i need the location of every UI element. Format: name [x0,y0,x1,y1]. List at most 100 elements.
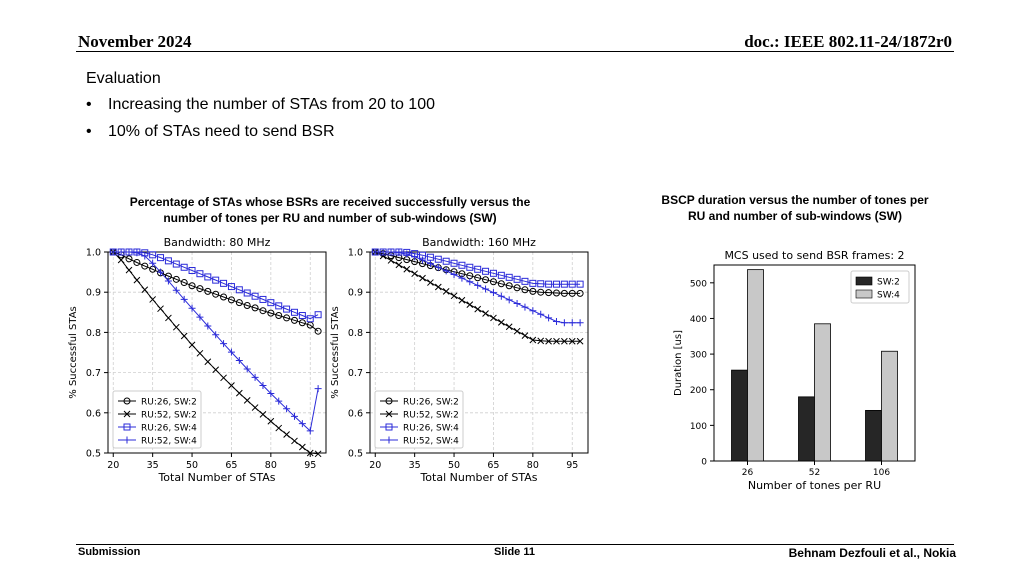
bar [881,350,898,462]
data-point [521,277,529,285]
data-point [180,332,188,340]
data-point [306,315,314,323]
y-tick-label: 500 [690,279,707,289]
legend-label: RU:52, SW:2 [141,411,197,421]
header-date: November 2024 [78,32,192,51]
data-point [505,273,513,281]
data-point [442,257,450,265]
x-tick-label: 52 [809,468,820,478]
legend-label: SW:4 [877,291,900,301]
data-point [196,270,204,278]
data-point [180,279,188,287]
data-point [291,437,298,445]
legend-marker [123,423,131,431]
y-tick-label: 1.0 [86,248,101,259]
data-point [259,411,267,418]
y-tick-label: 0.5 [86,449,101,460]
x-tick-label: 50 [186,460,198,471]
x-tick-label: 65 [487,460,499,471]
bar [814,323,831,462]
data-point [125,255,133,263]
data-point [403,250,411,258]
data-point [505,296,513,304]
data-point [220,279,228,287]
data-point [497,271,505,279]
data-point [568,280,576,288]
data-point [306,449,314,457]
chart-title: Bandwidth: 160 MHz [422,236,536,249]
data-point [489,278,497,286]
data-point [275,424,283,432]
x-axis-label: Number of tones per RU [748,479,881,492]
data-point [298,312,306,320]
data-point [157,268,165,276]
y-axis-label: % Successful STAs [330,306,341,398]
y-tick-label: 0.9 [348,288,363,299]
data-point [235,389,243,397]
data-point [290,308,298,316]
data-point [283,405,291,413]
data-point [537,337,545,345]
data-point [141,252,149,260]
series-2 [371,248,584,345]
data-point [275,302,283,310]
data-point [259,381,267,389]
data-point [482,267,490,275]
data-point [561,337,568,345]
data-point [180,295,188,303]
legend-box [112,390,202,449]
data-point [387,257,395,264]
y-tick-label: 0.7 [348,368,363,379]
legend-marker [385,397,393,405]
data-point [157,305,164,313]
data-point [283,314,291,322]
legend-marker [123,436,131,444]
data-point [314,385,322,393]
bar [865,409,882,462]
data-point [188,341,196,349]
data-point [474,274,482,282]
y-tick-label: 0 [701,458,707,468]
data-point [235,357,243,365]
legend-marker [385,410,393,418]
x-tick-label: 80 [265,460,277,471]
data-point [235,286,243,294]
data-point [267,417,275,425]
data-point [466,263,474,271]
data-point [537,288,545,296]
x-axis-label: Total Number of STAs [157,471,275,484]
data-point [228,382,235,389]
data-point [489,289,497,297]
bullet-item: • Increasing the number of STAs from 20 t… [86,96,435,123]
data-point [117,248,125,256]
y-axis-label: Duration [us] [673,330,684,396]
data-point [466,278,474,286]
data-point [513,284,521,292]
data-point [568,289,576,297]
legend-swatch [855,289,873,299]
data-point [275,312,283,320]
data-point [283,431,290,438]
data-point [387,248,395,256]
data-point [204,287,212,295]
legend-label: RU:52, SW:2 [403,411,459,421]
data-point [474,265,482,273]
legend-label: RU:26, SW:2 [403,398,459,408]
data-point [395,249,403,257]
bullet-item: • 10% of STAs need to send BSR [86,123,435,150]
x-tick-label: 20 [369,460,381,471]
data-point [568,337,576,345]
header-doc-id: doc.: IEEE 802.11-24/1872r0 [744,32,952,51]
data-point [172,275,180,283]
data-point [204,273,212,281]
data-point [314,450,322,458]
data-point [243,289,251,297]
data-point [537,310,545,318]
legend-marker [385,436,393,444]
legend-label: SW:2 [877,278,900,288]
data-point [458,274,466,282]
data-point [434,283,442,291]
legend-marker [123,410,131,418]
data-point [188,304,196,312]
